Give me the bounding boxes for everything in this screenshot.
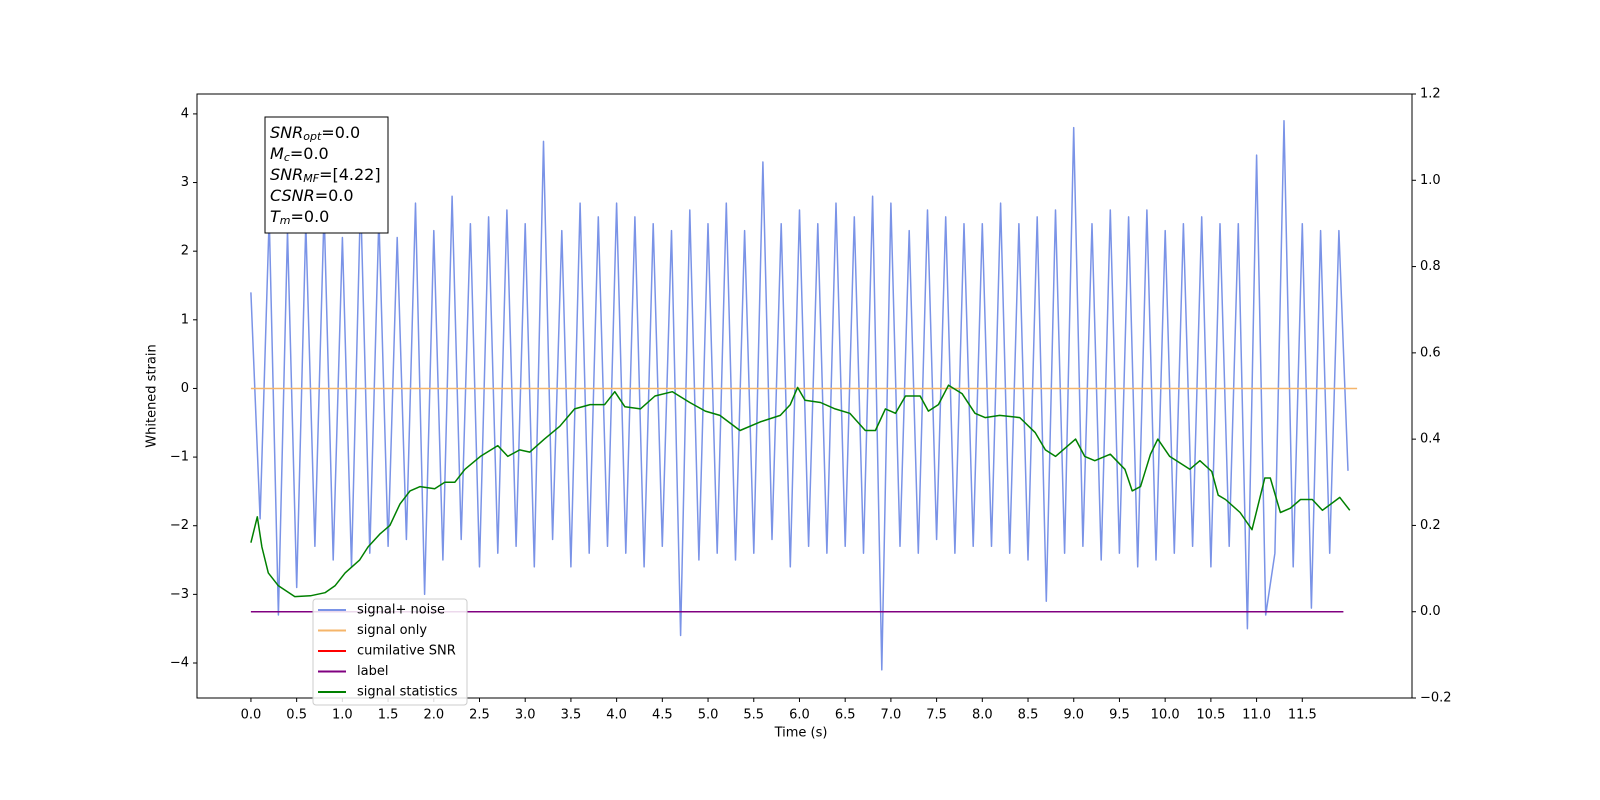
x-tick-label: 10.0 [1151,708,1180,723]
legend-label: signal only [357,623,427,638]
x-tick-label: 10.5 [1196,708,1225,723]
legend: signal+ noise signal only cumilative SNR la… [312,598,468,706]
x-axis-label: Time (s) [774,726,828,741]
x-tick-label: 1.0 [332,708,353,723]
annotation-box: SNRopt=0.0Mc=0.0SNRMF=[4.22]CSNR=0.0Tm=0… [264,116,389,234]
annotation-name: T [270,207,281,226]
x-tick-label: 3.0 [515,708,536,723]
series-line [250,384,1351,598]
y-tick-label: −2 [170,518,189,533]
legend-label: signal statistics [357,685,458,700]
y-tick-label: −1 [170,450,189,465]
annotation-value: =0.0 [315,186,354,205]
y2-tick-label: 1.0 [1420,173,1441,188]
x-tick-label: 4.5 [652,708,673,723]
x-tick-label: 11.0 [1242,708,1271,723]
y-tick-label: 1 [181,312,189,327]
annotation-name: M [270,144,284,163]
legend-frame [312,598,468,706]
x-tick-label: 3.5 [561,708,582,723]
y-tick-label: 4 [181,106,189,121]
x-tick-label: 7.0 [881,708,902,723]
x-tick-label: 8.0 [972,708,993,723]
x-tick-label: 5.0 [698,708,719,723]
y2-tick-label: 1.2 [1420,87,1441,102]
x-tick-label: 0.0 [241,708,262,723]
x-tick-label: 7.5 [926,708,947,723]
annotation-value: =0.0 [290,144,329,163]
x-tick-label: 2.5 [469,708,490,723]
y-tick-label: −3 [170,587,189,602]
annotation-text: Mc=0.0 [270,144,329,165]
annotation-frame [264,116,389,234]
axes-frame [196,93,1413,699]
x-tick-label: 6.0 [789,708,810,723]
y-tick-label: 3 [181,175,189,190]
y2-tick-label: −0.2 [1420,691,1452,706]
x-tick-label: 4.0 [606,708,627,723]
annotation-text: SNRMF=[4.22] [270,165,381,186]
y2-tick-label: 0.2 [1420,518,1441,533]
x-tick-label: 11.5 [1288,708,1317,723]
x-tick-label: 9.5 [1109,708,1130,723]
annotation-text: CSNR=0.0 [270,186,354,205]
x-tick-label: 8.5 [1018,708,1039,723]
annotation-name: SNR [270,123,303,142]
legend-label: signal+ noise [357,603,445,618]
annotation-value: =0.0 [321,123,360,142]
legend-label: label [357,664,388,679]
y-tick-label: −4 [170,655,189,670]
annotation-sub: MF [303,172,319,185]
annotation-value: =[4.22] [319,165,381,184]
y2-tick-label: 0.0 [1420,604,1441,619]
y-tick-label: 0 [181,381,189,396]
y-axis-label: Whitened strain [145,344,160,447]
y2-tick-label: 0.8 [1420,259,1441,274]
y2-tick-label: 0.6 [1420,345,1441,360]
legend-label: cumilative SNR [357,644,456,659]
annotation-text: SNRopt=0.0 [270,123,360,144]
annotation-text: Tm=0.0 [270,207,329,228]
annotation-sub: opt [303,130,322,143]
annotation-sub: c [284,151,290,164]
x-tick-label: 9.0 [1063,708,1084,723]
y2-tick-label: 0.4 [1420,432,1441,447]
series-line [250,120,1349,671]
x-tick-label: 0.5 [286,708,307,723]
annotation-sub: m [280,214,291,227]
annotation-value: =0.0 [291,207,330,226]
x-tick-label: 2.0 [423,708,444,723]
x-tick-label: 5.5 [743,708,764,723]
y-tick-label: 2 [181,244,189,259]
annotation-name: SNR [270,165,303,184]
annotation-name: CSNR [270,186,315,205]
x-tick-label: 1.5 [378,708,399,723]
x-tick-label: 6.5 [835,708,856,723]
